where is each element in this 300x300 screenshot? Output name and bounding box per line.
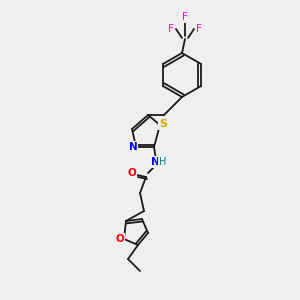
Text: O: O bbox=[128, 168, 136, 178]
Text: F: F bbox=[182, 12, 188, 22]
Text: N: N bbox=[151, 157, 159, 167]
Text: H: H bbox=[159, 157, 167, 167]
Text: N: N bbox=[129, 142, 137, 152]
Text: F: F bbox=[196, 24, 202, 34]
Text: F: F bbox=[168, 24, 174, 34]
Text: O: O bbox=[116, 234, 124, 244]
Text: S: S bbox=[159, 119, 167, 129]
